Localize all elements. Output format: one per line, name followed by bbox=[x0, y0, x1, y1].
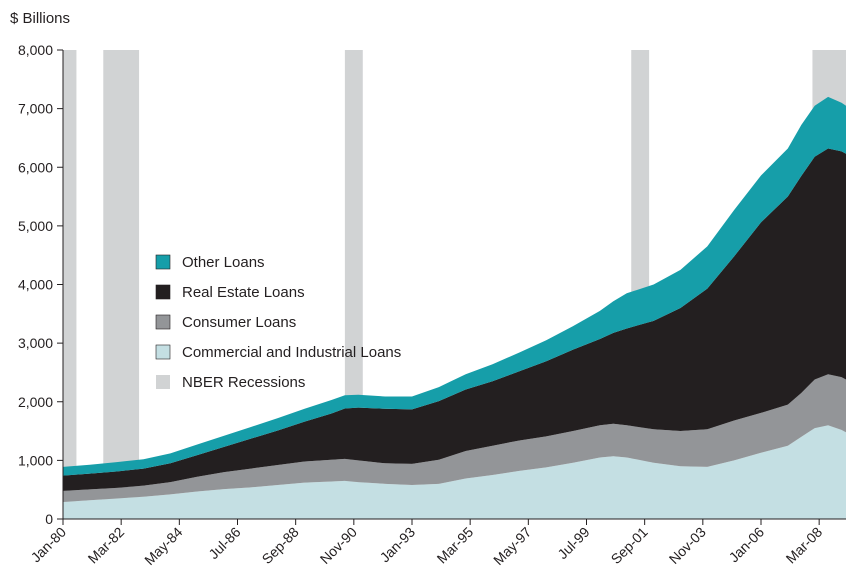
y-tick-label: 1,000 bbox=[18, 452, 53, 468]
legend-label-commercial-and-industrial-loans: Commercial and Industrial Loans bbox=[182, 344, 401, 361]
recession-band-2 bbox=[103, 50, 140, 519]
y-tick-label: 4,000 bbox=[18, 277, 53, 293]
x-tick-label: Jan-06 bbox=[726, 524, 768, 566]
legend-swatch-other-loans bbox=[155, 254, 171, 270]
stacked-areas bbox=[63, 96, 846, 519]
y-tick-label: 8,000 bbox=[18, 42, 53, 58]
x-tick-label: Jul-99 bbox=[554, 524, 592, 562]
x-axis-ticks: Jan-80 Mar-82 May-84 Jul-86 Sep-88 Nov-90 Jan-… bbox=[28, 519, 826, 568]
area-real-estate-loans bbox=[63, 148, 846, 491]
x-tick-label: Jul-86 bbox=[205, 524, 243, 562]
y-tick-label: 3,000 bbox=[18, 335, 53, 351]
legend: Other Loans Real Estate Loans Consumer Loa… bbox=[155, 254, 401, 391]
legend-label-other-loans: Other Loans bbox=[182, 254, 265, 271]
x-tick-label: Nov-90 bbox=[317, 524, 360, 567]
legend-swatch-consumer-loans bbox=[155, 314, 171, 330]
x-tick-label: Mar-82 bbox=[85, 524, 128, 567]
y-tick-label: 6,000 bbox=[18, 159, 53, 175]
y-tick-label: 0 bbox=[45, 511, 53, 527]
x-tick-label: May-97 bbox=[490, 524, 534, 568]
area-other-loans bbox=[63, 96, 846, 476]
legend-label-nber-recessions: NBER Recessions bbox=[182, 374, 305, 391]
x-tick-label: Jan-93 bbox=[377, 524, 419, 566]
y-tick-label: 5,000 bbox=[18, 218, 53, 234]
legend-label-real-estate-loans: Real Estate Loans bbox=[182, 284, 305, 301]
legend-label-consumer-loans: Consumer Loans bbox=[182, 314, 296, 331]
x-tick-label: Nov-03 bbox=[666, 524, 709, 567]
legend-swatch-commercial-and-industrial-loans bbox=[155, 344, 171, 360]
legend-swatch-real-estate-loans bbox=[155, 284, 171, 300]
area-commercial-and-industrial-loans bbox=[63, 425, 846, 519]
x-tick-label: Mar-08 bbox=[783, 524, 826, 567]
x-tick-label: May-84 bbox=[141, 524, 185, 568]
legend-swatch-nber-recessions bbox=[156, 375, 170, 389]
area-consumer-loans bbox=[63, 374, 846, 502]
recession-band-1 bbox=[63, 50, 77, 519]
x-tick-label: Jan-80 bbox=[28, 524, 70, 566]
y-tick-label: 2,000 bbox=[18, 394, 53, 410]
y-axis-ticks: 0 1,000 2,000 3,000 4,000 5,000 6,000 7,000 8,00… bbox=[18, 42, 63, 527]
y-unit-label: $ Billions bbox=[10, 10, 70, 27]
x-tick-label: Sep-88 bbox=[259, 524, 302, 567]
x-tick-label: Mar-95 bbox=[434, 524, 477, 567]
x-tick-label: Sep-01 bbox=[608, 524, 651, 567]
y-tick-label: 7,000 bbox=[18, 101, 53, 117]
